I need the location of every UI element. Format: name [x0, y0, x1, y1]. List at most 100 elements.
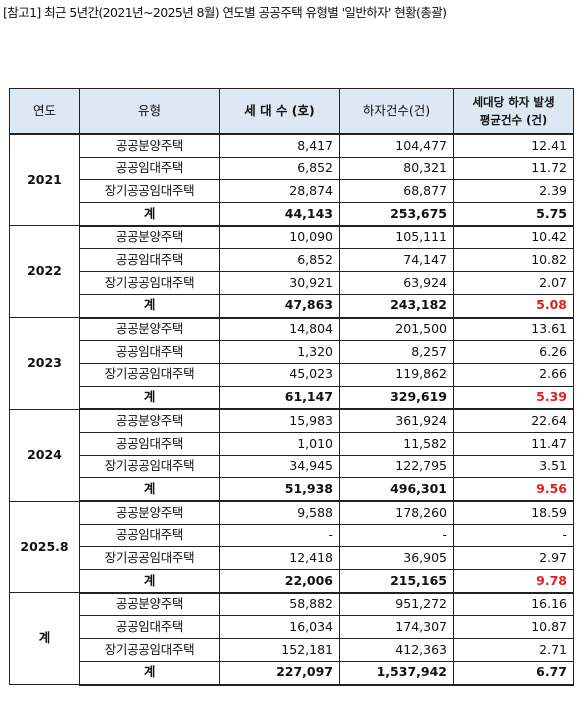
- defects-cell: 201,500: [339, 316, 454, 342]
- avg-defects-cell: 6.77: [453, 660, 574, 686]
- defects-cell: 11,582: [339, 431, 454, 456]
- header-defects: 하자건수(건): [339, 88, 454, 135]
- defects-cell: 174,307: [339, 615, 454, 640]
- avg-defects-cell: 5.08: [453, 293, 574, 319]
- avg-defects-cell: 2.39: [453, 179, 574, 204]
- header-type: 유형: [79, 88, 220, 135]
- type-cell: 공공임대주택: [79, 615, 220, 640]
- defects-cell: 36,905: [339, 546, 454, 571]
- table-row: 공공임대주택 1,320 8,257 6.26: [10, 340, 574, 364]
- table-row: 장기공공임대주택 28,874 68,877 2.39: [10, 179, 574, 204]
- households-cell: 14,804: [219, 316, 340, 342]
- households-cell: -: [219, 523, 340, 548]
- avg-defects-cell: 12.41: [453, 133, 574, 158]
- table-row: 공공임대주택 16,034 174,307 10.87: [10, 615, 574, 640]
- header-avg-line1: 세대당 하자 발생: [472, 94, 555, 109]
- type-cell: 장기공공임대주택: [79, 179, 220, 204]
- defects-cell: 1,537,942: [339, 660, 454, 686]
- year-cell: 2022: [9, 225, 80, 318]
- table-row: 2025.8 공공분양주택 9,588 178,260 18.59: [9, 500, 574, 594]
- table-row: 장기공공임대주택 34,945 122,795 3.51: [10, 454, 574, 479]
- type-cell: 공공분양주택: [79, 225, 220, 250]
- avg-defects-cell: 2.66: [453, 362, 574, 387]
- type-cell: 장기공공임대주택: [79, 271, 220, 295]
- households-cell: 44,143: [219, 202, 340, 227]
- type-cell: 공공임대주택: [79, 431, 220, 456]
- type-cell: 계: [79, 202, 220, 227]
- avg-defects-cell: 2.71: [453, 638, 574, 662]
- type-cell: 공공임대주택: [79, 340, 220, 364]
- type-cell: 공공임대주택: [79, 248, 220, 273]
- defects-cell: 80,321: [339, 156, 454, 181]
- defects-cell: 105,111: [339, 225, 454, 250]
- table-row: 장기공공임대주택 30,921 63,924 2.07: [10, 271, 574, 295]
- avg-defects-cell: 10.42: [453, 225, 574, 250]
- defects-cell: 119,862: [339, 362, 454, 387]
- table-total-row: 계 61,147 329,619 5.39: [10, 385, 574, 411]
- households-cell: 61,147: [219, 385, 340, 411]
- header-avg-line2: 평균건수 (건): [479, 113, 548, 127]
- table-row: 장기공공임대주택 12,418 36,905 2.97: [10, 546, 574, 571]
- type-cell: 계: [79, 477, 220, 503]
- defects-cell: 178,260: [339, 500, 454, 525]
- households-cell: 1,320: [219, 340, 340, 364]
- avg-defects-cell: 3.51: [453, 454, 574, 479]
- type-cell: 장기공공임대주택: [79, 638, 220, 662]
- avg-defects-cell: 11.72: [453, 156, 574, 181]
- table-total-row: 계 22,006 215,165 9.78: [10, 569, 574, 594]
- type-cell: 공공분양주택: [79, 592, 220, 617]
- avg-defects-cell: 11.47: [453, 431, 574, 456]
- defects-cell: 412,363: [339, 638, 454, 662]
- households-cell: 28,874: [219, 179, 340, 204]
- type-cell: 계: [79, 660, 220, 686]
- households-cell: 47,863: [219, 293, 340, 319]
- defects-cell: -: [339, 523, 454, 548]
- avg-defects-cell: 5.39: [453, 385, 574, 411]
- avg-defects-cell: 10.82: [453, 248, 574, 273]
- table-row: 계 공공분양주택 58,882 951,272 16.16: [9, 592, 574, 685]
- avg-defects-cell: 2.07: [453, 271, 574, 295]
- defects-cell: 329,619: [339, 385, 454, 411]
- type-cell: 공공분양주택: [79, 500, 220, 525]
- type-cell: 장기공공임대주택: [79, 362, 220, 387]
- households-cell: 12,418: [219, 546, 340, 571]
- table-header-row: 연도 유형 세 대 수 (호) 하자건수(건) 세대당 하자 발생 평균건수 (…: [9, 88, 574, 135]
- households-cell: 22,006: [219, 569, 340, 594]
- defects-cell: 496,301: [339, 477, 454, 503]
- table-row: 2021 공공분양주택 8,417 104,477 12.41: [9, 133, 574, 227]
- table-row: 장기공공임대주택 45,023 119,862 2.66: [10, 362, 574, 387]
- households-cell: 15,983: [219, 408, 340, 433]
- households-cell: 34,945: [219, 454, 340, 479]
- avg-defects-cell: 9.56: [453, 477, 574, 503]
- type-cell: 공공임대주택: [79, 523, 220, 548]
- defects-cell: 122,795: [339, 454, 454, 479]
- households-cell: 58,882: [219, 592, 340, 617]
- table-total-row: 계 44,143 253,675 5.75: [10, 202, 574, 227]
- avg-defects-cell: 6.26: [453, 340, 574, 364]
- households-cell: 8,417: [219, 133, 340, 158]
- avg-defects-cell: -: [453, 523, 574, 548]
- defects-cell: 253,675: [339, 202, 454, 227]
- households-cell: 16,034: [219, 615, 340, 640]
- type-cell: 공공분양주택: [79, 316, 220, 342]
- type-cell: 공공분양주택: [79, 408, 220, 433]
- households-cell: 227,097: [219, 660, 340, 686]
- type-cell: 공공임대주택: [79, 156, 220, 181]
- year-cell: 2024: [9, 408, 80, 502]
- type-cell: 공공분양주택: [79, 133, 220, 158]
- year-cell: 2021: [9, 133, 80, 227]
- avg-defects-cell: 9.78: [453, 569, 574, 594]
- defects-cell: 74,147: [339, 248, 454, 273]
- avg-defects-cell: 2.97: [453, 546, 574, 571]
- header-year: 연도: [9, 88, 80, 135]
- table-total-row: 계 227,097 1,537,942 6.77: [10, 660, 574, 686]
- year-cell: 계: [9, 592, 80, 685]
- table-row: 장기공공임대주택 152,181 412,363 2.71: [10, 638, 574, 662]
- avg-defects-cell: 16.16: [453, 592, 574, 617]
- type-cell: 계: [79, 293, 220, 319]
- defect-summary-table: 연도 유형 세 대 수 (호) 하자건수(건) 세대당 하자 발생 평균건수 (…: [9, 88, 574, 686]
- avg-defects-cell: 22.64: [453, 408, 574, 433]
- table-total-row: 계 51,938 496,301 9.56: [10, 477, 574, 503]
- table-row: 2024 공공분양주택 15,983 361,924 22.64: [9, 408, 574, 502]
- type-cell: 계: [79, 385, 220, 411]
